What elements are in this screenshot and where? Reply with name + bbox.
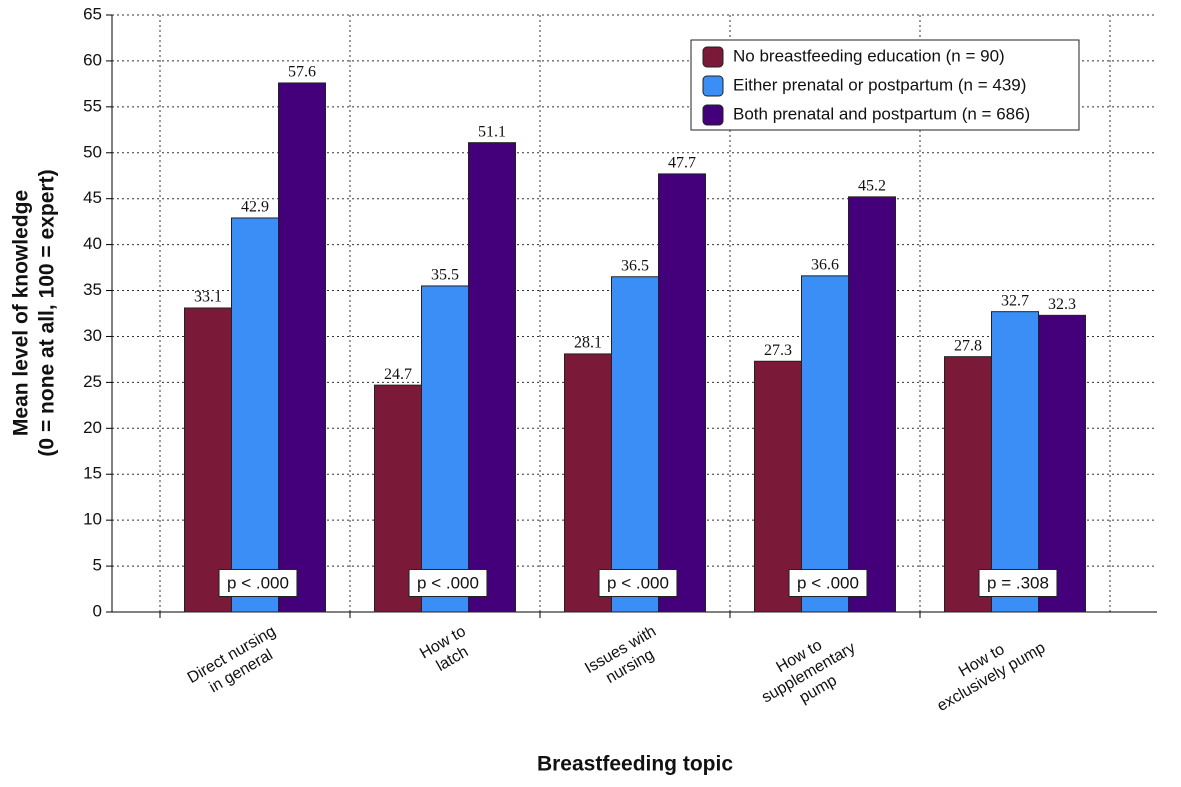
y-tick-label: 35 [83,280,102,299]
y-tick-label: 25 [83,372,102,391]
value-label: 36.5 [621,257,649,274]
bar [184,307,232,613]
y-tick-label: 50 [83,142,102,161]
value-label: 51.1 [478,123,506,140]
annotation-text: p = .308 [987,573,1049,592]
value-label: 42.9 [241,199,269,216]
value-label: 36.6 [811,257,839,274]
bar [468,142,516,613]
bar [421,285,469,613]
y-tick-label: 30 [83,326,102,345]
y-tick-label: 15 [83,464,102,483]
bar [991,311,1039,613]
annotation-box [978,568,1058,597]
value-label: 32.7 [1001,292,1029,309]
legend-swatch [702,46,724,68]
annotation-text: p < .000 [417,573,479,592]
bar [801,275,849,613]
value-label: 47.7 [668,155,696,172]
annotation: p < .000 [788,568,868,597]
y-axis-title: (0 = none at all, 100 = expert) [36,169,59,456]
y-tick-label: 20 [83,418,102,437]
bar [611,276,659,613]
legend-label: Both prenatal and postpartum (n = 686) [733,104,1030,123]
value-label: 27.8 [954,337,982,354]
annotation-text: p < .000 [227,573,289,592]
value-label: 28.1 [574,335,602,352]
value-label: 32.3 [1048,296,1076,313]
legend-swatch [702,104,724,126]
legend-label: No breastfeeding education (n = 90) [733,46,1005,65]
legend-label: Either prenatal or postpartum (n = 439) [733,75,1026,94]
value-label: 57.6 [288,64,316,81]
annotation-box [788,568,868,597]
y-tick-label: 10 [83,510,102,529]
y-tick-label: 5 [93,556,102,575]
y-tick-label: 45 [83,188,102,207]
value-label: 33.1 [194,289,222,306]
legend-box [690,39,1080,131]
y-tick-label: 60 [83,50,102,69]
bar [1038,314,1086,613]
y-tick-label: 40 [83,234,102,253]
value-label: 24.7 [384,366,412,383]
legend-swatch [702,75,724,97]
annotation: p < .000 [218,568,298,597]
annotation-text: p < .000 [607,573,669,592]
annotation: p = .308 [978,568,1058,597]
bar [848,196,896,613]
annotation: p < .000 [408,568,488,597]
x-axis-title: Breastfeeding topic [537,753,733,776]
bar [658,173,706,613]
y-tick-label: 0 [93,601,102,620]
y-tick-label: 55 [83,96,102,115]
value-label: 35.5 [431,267,459,284]
annotation-box [598,568,678,597]
annotation-box [408,568,488,597]
value-label: 27.3 [764,342,792,359]
annotation: p < .000 [598,568,678,597]
annotation-text: p < .000 [797,573,859,592]
annotation-box [218,568,298,597]
bar [231,217,279,613]
bar [278,82,326,613]
y-tick-label: 65 [83,4,102,23]
y-axis-title: Mean level of knowledge [10,190,33,436]
value-label: 45.2 [858,178,886,195]
